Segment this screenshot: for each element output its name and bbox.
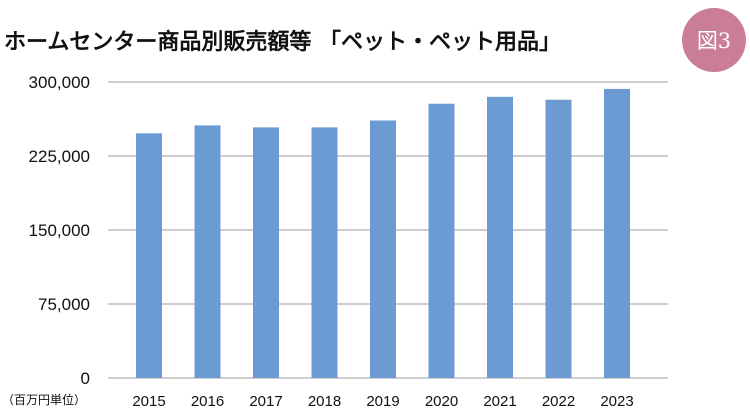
y-tick-label: 75,000 [38, 295, 90, 314]
x-tick-label: 2015 [132, 393, 165, 410]
bar [487, 96, 513, 379]
y-tick-label: 0 [81, 369, 90, 388]
x-tick-label: 2017 [249, 393, 282, 410]
y-axis-ticks: 0 75,000 150,000 225,000 300,000 [29, 73, 90, 388]
bar [194, 125, 221, 378]
figure-number-badge: 図3 [682, 8, 746, 72]
bar [428, 103, 455, 378]
bar [604, 88, 630, 378]
x-tick-label: 2023 [600, 393, 633, 410]
bar [136, 133, 162, 378]
x-tick-label: 2021 [483, 393, 516, 410]
y-tick-label: 300,000 [29, 73, 90, 92]
x-tick-label: 2019 [366, 393, 399, 410]
x-tick-label: 2022 [542, 393, 575, 410]
x-tick-label: 2016 [191, 393, 224, 410]
x-tick-label: 2018 [308, 393, 341, 410]
y-tick-label: 225,000 [29, 147, 90, 166]
bar [253, 127, 279, 379]
y-tick-label: 150,000 [29, 221, 90, 240]
unit-label: （百万円単位） [2, 393, 87, 407]
x-axis-ticks: 2015 2016 2017 2018 2019 2020 2021 2022 2023 [132, 393, 633, 410]
bar [311, 127, 338, 379]
bar [370, 120, 396, 378]
bars [136, 88, 630, 379]
chart-title: ホームセンター商品別販売額等 「ペット・ペット用品」 [4, 30, 562, 55]
bar [545, 99, 572, 378]
x-tick-label: 2020 [425, 393, 458, 410]
